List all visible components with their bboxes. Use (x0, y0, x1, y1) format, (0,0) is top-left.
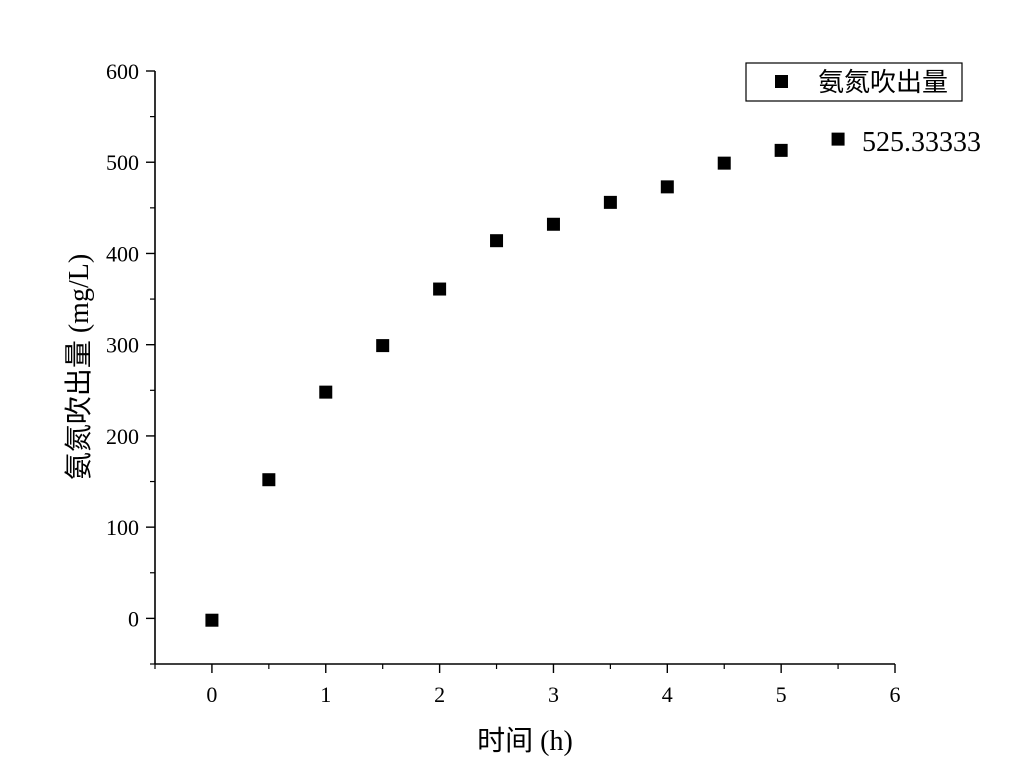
data-point (205, 613, 219, 627)
data-point (490, 234, 504, 248)
data-point (603, 195, 617, 209)
y-tick-label: 100 (106, 515, 139, 540)
data-point (717, 156, 731, 170)
annotation-label: 525.33333 (862, 127, 981, 158)
y-axis-title: 氨氮吹出量 (mg/L) (63, 254, 95, 480)
data-point (376, 339, 390, 353)
y-tick-label: 0 (128, 606, 139, 631)
data-point (433, 282, 447, 296)
data-point (546, 217, 560, 231)
legend-label: 氨氮吹出量 (818, 68, 948, 97)
x-tick-label: 0 (206, 682, 217, 707)
x-tick-label: 1 (320, 682, 331, 707)
y-tick-label: 200 (106, 424, 139, 449)
x-tick-label: 6 (890, 682, 901, 707)
data-point (262, 473, 276, 487)
y-tick-label: 500 (106, 150, 139, 175)
y-tick-label: 300 (106, 333, 139, 358)
x-tick-label: 5 (776, 682, 787, 707)
y-tick-label: 400 (106, 241, 139, 266)
y-tick-label: 600 (106, 59, 139, 84)
x-axis-title: 时间 (h) (477, 725, 573, 757)
x-axis-ticks: 0 1 2 3 4 5 6 (154, 664, 901, 707)
data-points (205, 132, 845, 627)
data-point (319, 385, 333, 399)
y-axis-ticks: 0 100 200 300 400 500 600 (106, 59, 155, 665)
legend: 氨氮吹出量 (745, 62, 963, 102)
x-tick-label: 2 (434, 682, 445, 707)
data-point (660, 180, 674, 194)
legend-marker (775, 75, 788, 88)
data-point (774, 143, 788, 157)
x-tick-label: 4 (662, 682, 673, 707)
axes (154, 71, 895, 665)
data-point (831, 132, 845, 146)
x-tick-label: 3 (548, 682, 559, 707)
